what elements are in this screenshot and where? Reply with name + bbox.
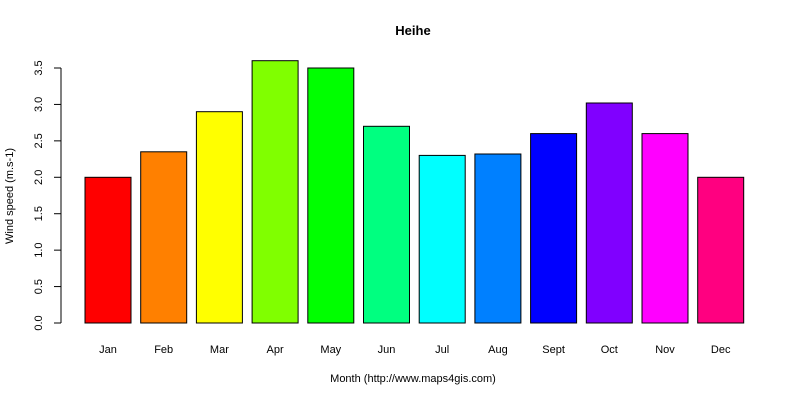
bar-jan xyxy=(84,176,132,324)
x-tick-label: Apr xyxy=(267,344,284,356)
y-tick-label: 2.5 xyxy=(33,133,45,148)
bar-aug xyxy=(474,153,522,324)
x-tick-label: Feb xyxy=(154,344,173,356)
bar-feb xyxy=(140,151,188,324)
x-tick-label: Jun xyxy=(378,344,396,356)
x-axis-label: Month (http://www.maps4gis.com) xyxy=(330,373,496,385)
x-tick-label: Sept xyxy=(542,344,565,356)
bar-oct xyxy=(585,102,633,324)
bar-apr xyxy=(251,60,299,324)
x-tick-label: Oct xyxy=(601,344,618,356)
y-tick-label: 0.5 xyxy=(33,279,45,294)
x-tick-label: Jan xyxy=(99,344,117,356)
x-tick-label: May xyxy=(320,344,341,356)
x-axis-tick-labels: Jan Feb Mar Apr May Jun Jul Aug Sept Oct Nov Dec xyxy=(99,344,731,356)
bar-jun xyxy=(363,125,410,324)
y-tick-label: 2.0 xyxy=(33,170,45,185)
bars-group xyxy=(84,60,745,324)
x-tick-label: Aug xyxy=(488,344,508,356)
y-tick-label: 0.0 xyxy=(33,315,45,330)
bar-jul xyxy=(418,154,466,324)
y-axis: 0.0 0.5 1.0 1.5 2.0 2.5 3.0 3.5 xyxy=(33,60,62,331)
y-tick-label: 1.0 xyxy=(33,242,45,257)
y-axis-label: Wind speed (m.s-1) xyxy=(4,148,16,244)
bar-dec xyxy=(697,176,745,324)
bar-sept xyxy=(530,133,578,324)
x-tick-label: Nov xyxy=(655,344,675,356)
y-tick-label: 3.5 xyxy=(33,60,45,75)
chart-title: Heihe xyxy=(395,23,430,38)
bar-mar xyxy=(195,111,243,324)
x-tick-label: Jul xyxy=(435,344,449,356)
y-tick-label: 3.0 xyxy=(33,97,45,112)
bar-may xyxy=(307,67,355,324)
x-tick-label: Dec xyxy=(711,344,731,356)
y-tick-label: 1.5 xyxy=(33,206,45,221)
bar-nov xyxy=(641,133,689,324)
x-tick-label: Mar xyxy=(210,344,229,356)
